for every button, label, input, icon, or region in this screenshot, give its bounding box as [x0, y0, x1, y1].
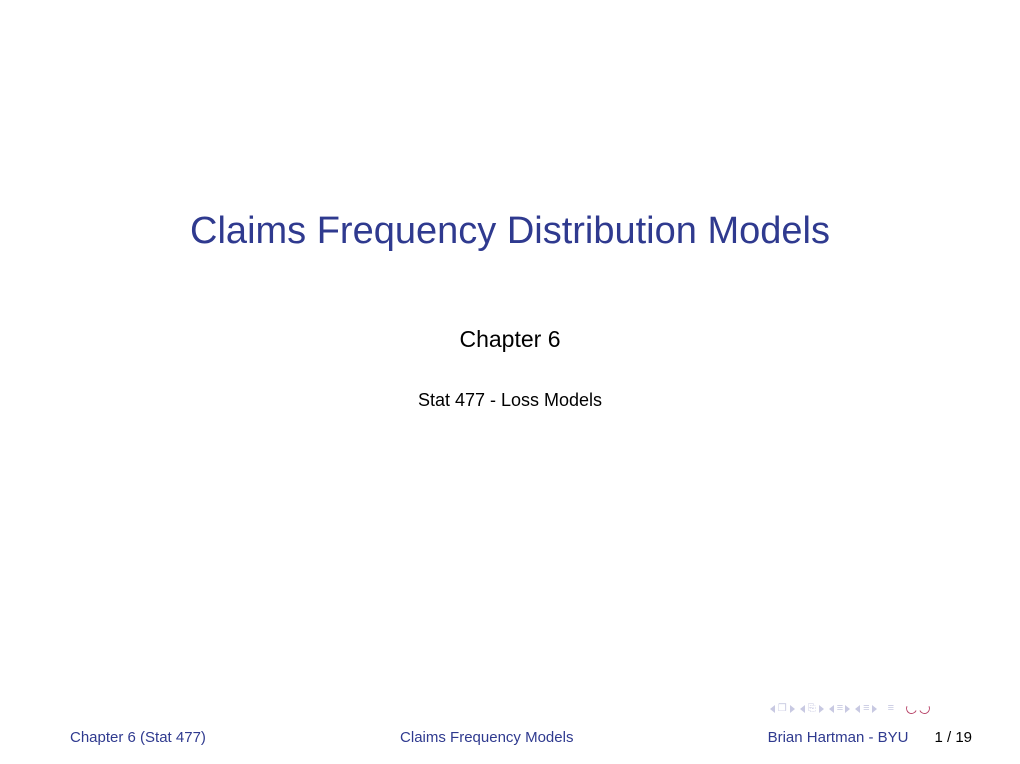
page-sep: /: [943, 729, 956, 746]
course-label: Stat 477 - Loss Models: [0, 390, 1020, 411]
left-arrow-icon: [770, 705, 775, 713]
footer-author: Brian Hartman - BYU: [768, 729, 909, 746]
footer-center: Claims Frequency Models: [400, 729, 573, 746]
nav-section-prev[interactable]: ≡: [829, 703, 850, 714]
redo-icon[interactable]: [917, 701, 931, 715]
footer-right: Brian Hartman - BYU 1 / 19: [768, 729, 972, 746]
right-arrow-icon: [790, 705, 795, 713]
nav-doc-prev[interactable]: ⎘: [800, 704, 824, 714]
slide: Claims Frequency Distribution Models Cha…: [0, 0, 1020, 764]
page-current: 1: [934, 729, 942, 746]
slide-title: Claims Frequency Distribution Models: [0, 210, 1020, 253]
right-arrow-icon: [872, 705, 877, 713]
left-arrow-icon: [855, 705, 860, 713]
undo-icon[interactable]: [904, 701, 918, 715]
page-number: 1 / 19: [934, 729, 972, 746]
presentation-icon[interactable]: ≡: [888, 703, 893, 714]
chapter-label: Chapter 6: [0, 326, 1020, 353]
nav-frame-prev[interactable]: ❐: [770, 704, 795, 714]
nav-subsection-prev[interactable]: ≡: [855, 703, 876, 714]
section-icon: ≡: [837, 703, 842, 714]
right-arrow-icon: [845, 705, 850, 713]
right-arrow-icon: [819, 705, 824, 713]
subsection-icon: ≡: [863, 703, 868, 714]
footer-left: Chapter 6 (Stat 477): [70, 729, 206, 746]
doc-icon: ⎘: [808, 704, 816, 714]
footer: Chapter 6 (Stat 477) Claims Frequency Mo…: [0, 729, 1020, 746]
page-total: 19: [955, 729, 972, 746]
nav-toolbar: ❐ ⎘ ≡ ≡ ≡: [770, 703, 930, 714]
frame-icon: ❐: [778, 704, 787, 714]
left-arrow-icon: [800, 705, 805, 713]
left-arrow-icon: [829, 705, 834, 713]
nav-history: [906, 703, 930, 714]
